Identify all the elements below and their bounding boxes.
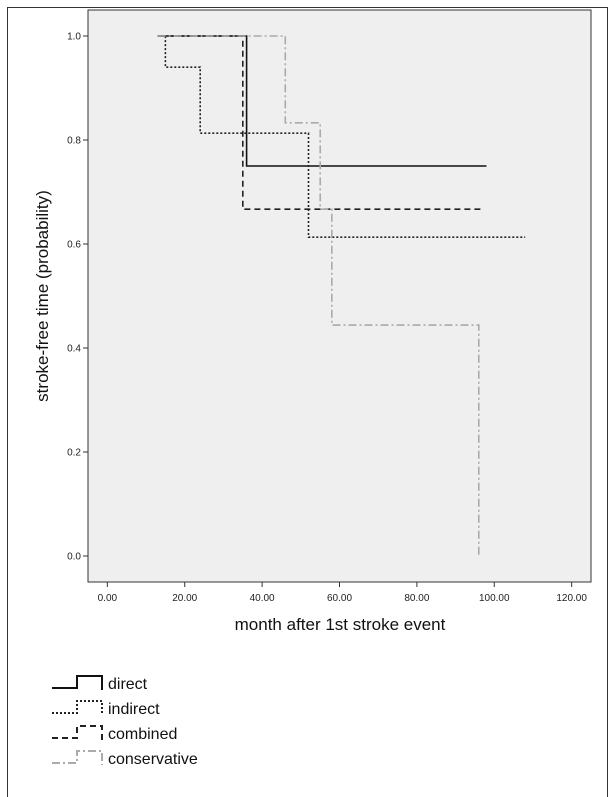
legend-swatch-conservative: [52, 750, 103, 765]
y-tick-label: 0.8: [67, 136, 81, 147]
y-tick-label: 0.0: [67, 552, 81, 563]
x-tick-label: 20.00: [172, 593, 197, 604]
plot-area: [87, 9, 592, 583]
y-tick-label: 0.2: [67, 448, 81, 459]
series-line-indirect: [161, 35, 526, 238]
x-tick-label: 60.00: [327, 593, 352, 604]
y-tick-label: 0.6: [67, 240, 81, 251]
x-tick-label: 80.00: [404, 593, 429, 604]
x-axis-title: month after 1st stroke event: [235, 615, 446, 634]
legend-label-combined: combined: [108, 726, 177, 743]
legend-label-direct: direct: [108, 676, 148, 693]
y-axis-title: stroke-free time (probability): [33, 190, 52, 402]
legend-label-indirect: indirect: [108, 701, 160, 718]
x-tick-label: 100.00: [479, 593, 510, 604]
figure-frame: [7, 7, 608, 797]
x-tick-label: 0.00: [98, 593, 118, 604]
legend-label-conservative: conservative: [108, 751, 198, 768]
legend-swatch-indirect: [52, 700, 103, 715]
series-line-combined: [157, 35, 483, 210]
y-tick-label: 1.0: [67, 32, 81, 43]
y-tick-label: 0.4: [67, 344, 81, 355]
legend: direct indirect combined conservative: [52, 675, 198, 768]
series-line-conservative: [157, 35, 480, 556]
x-tick-label: 120.00: [556, 593, 587, 604]
x-tick-label: 40.00: [250, 593, 275, 604]
legend-swatch-direct: [52, 675, 103, 690]
legend-swatch-combined: [52, 725, 103, 740]
